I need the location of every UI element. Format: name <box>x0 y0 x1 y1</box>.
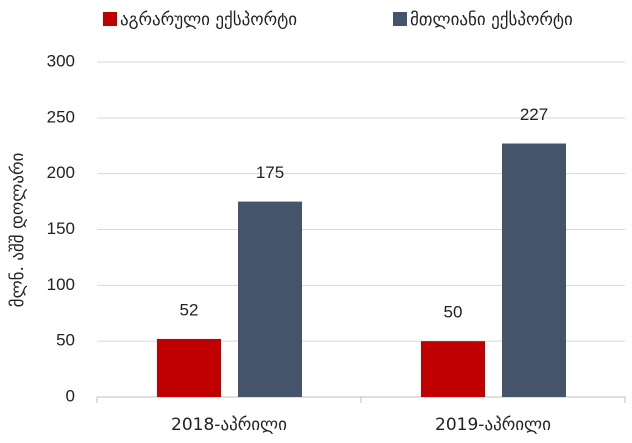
y-tick-label: 300 <box>47 51 75 70</box>
bar <box>157 338 221 397</box>
y-tick-label: 50 <box>56 331 75 350</box>
y-tick-label: 100 <box>47 275 75 294</box>
x-tick-label: 2018-აპრილი <box>171 415 287 435</box>
legend-label: აგრარული ექსპორტი <box>120 10 297 30</box>
y-axis-label: მლნ. აშშ დოლარი <box>8 153 28 308</box>
y-tick-label: 0 <box>66 386 75 405</box>
legend-swatch <box>393 12 407 26</box>
bar <box>421 341 485 397</box>
y-tick-label: 150 <box>47 219 75 238</box>
y-tick-label: 250 <box>47 107 75 126</box>
data-label: 50 <box>444 303 463 322</box>
data-label: 52 <box>180 300 199 319</box>
legend-swatch <box>103 12 117 26</box>
bar <box>502 143 566 397</box>
data-label: 175 <box>256 163 284 182</box>
y-tick-label: 200 <box>47 163 75 182</box>
bar <box>238 201 302 397</box>
data-label: 227 <box>520 105 548 124</box>
legend-label: მთლიანი ექსპორტი <box>410 10 573 30</box>
x-tick-label: 2019-აპრილი <box>435 415 551 435</box>
